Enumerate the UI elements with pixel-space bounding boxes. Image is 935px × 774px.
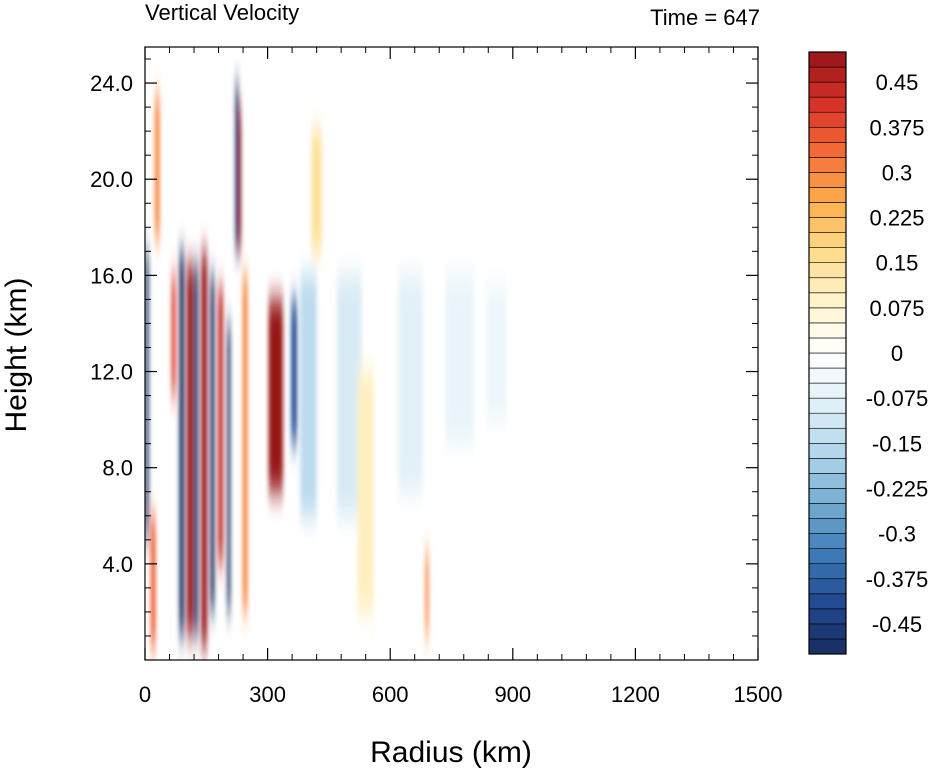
y-axis-title: Height (km) xyxy=(0,277,33,432)
colorbar-label: -0.225 xyxy=(866,476,928,501)
colorbar-label: -0.375 xyxy=(866,567,928,592)
velocity-column xyxy=(337,275,362,516)
velocity-column xyxy=(242,275,248,612)
colorbar-label: 0.225 xyxy=(869,206,924,231)
colorbar-bin xyxy=(808,578,847,595)
colorbar-bin xyxy=(808,548,847,565)
velocity-column xyxy=(238,107,242,252)
velocity-column xyxy=(210,275,215,612)
y-tick-label: 16.0 xyxy=(90,263,133,288)
colorbar-bin xyxy=(808,157,847,173)
colorbar-bin xyxy=(808,277,847,294)
colorbar-label: -0.075 xyxy=(866,386,928,411)
colorbar-bin xyxy=(808,623,847,640)
colorbar-bin xyxy=(808,638,847,655)
velocity-column xyxy=(150,515,156,648)
velocity-column xyxy=(445,275,474,444)
x-tick-label: 0 xyxy=(139,682,151,707)
colorbar-label: 0.375 xyxy=(869,115,924,140)
velocity-column xyxy=(201,251,208,648)
colorbar-bin xyxy=(808,382,847,399)
x-tick-label: 1200 xyxy=(611,682,660,707)
colorbar-bin xyxy=(808,367,847,384)
velocity-column xyxy=(179,251,185,636)
colorbar-label: -0.45 xyxy=(872,612,922,637)
colorbar-bin xyxy=(808,66,847,83)
y-tick-label: 12.0 xyxy=(90,360,133,385)
velocity-column xyxy=(171,275,176,396)
colorbar-bin xyxy=(808,352,847,369)
colorbar-bin xyxy=(808,458,847,474)
colorbar-frame xyxy=(808,51,847,655)
colorbar-bin xyxy=(808,593,847,610)
plot-frame xyxy=(144,46,759,661)
colorbar-label: 0 xyxy=(891,341,903,366)
y-tick-label: 4.0 xyxy=(102,552,133,577)
colorbar-label: 0.15 xyxy=(876,251,919,276)
colorbar-bin xyxy=(808,322,847,339)
colorbar-bin xyxy=(808,111,847,128)
velocity-column xyxy=(218,287,224,564)
colorbar-bin xyxy=(808,518,847,534)
colorbar-bin xyxy=(808,307,847,324)
colorbar-bin xyxy=(808,533,847,549)
velocity-column xyxy=(186,263,194,636)
colorbar-bin xyxy=(808,187,847,203)
colorbar-label: -0.3 xyxy=(878,522,916,547)
colorbar-bin xyxy=(808,142,847,158)
colorbar: 0.45 0.375 0.3 0.225 0.15 0.075 0 -0.075 -0.15 -0… xyxy=(808,51,928,655)
chart-title: Vertical Velocity xyxy=(145,0,299,25)
colorbar-label: 0.3 xyxy=(882,160,913,185)
colorbar-bin xyxy=(808,202,847,218)
y-tick-label: 24.0 xyxy=(90,71,133,96)
colorbar-bin xyxy=(808,247,847,263)
x-tick-label: 900 xyxy=(494,682,531,707)
velocity-column xyxy=(154,95,160,240)
colorbar-label: 0.45 xyxy=(876,70,919,95)
colorbar-bin xyxy=(808,427,847,444)
colorbar-bin xyxy=(808,503,847,519)
velocity-column xyxy=(300,275,317,516)
colorbar-bin xyxy=(808,473,847,489)
colorbar-bin xyxy=(808,563,847,580)
velocity-column xyxy=(194,263,199,636)
heatmap-field xyxy=(145,83,507,648)
x-axis: 0 300 600 900 1200 1500 xyxy=(139,47,783,707)
colorbar-bin xyxy=(808,81,847,98)
colorbar-bin xyxy=(808,232,847,248)
colorbar-bin xyxy=(808,51,847,68)
velocity-column xyxy=(227,323,231,612)
x-tick-label: 600 xyxy=(372,682,409,707)
velocity-column xyxy=(291,299,298,444)
x-tick-label: 300 xyxy=(249,682,286,707)
x-axis-title: Radius (km) xyxy=(370,736,532,769)
velocity-column xyxy=(425,551,429,636)
time-label: Time = 647 xyxy=(650,5,760,30)
velocity-column xyxy=(311,131,322,252)
x-tick-label: 1500 xyxy=(734,682,783,707)
colorbar-label: 0.075 xyxy=(869,296,924,321)
velocity-column xyxy=(268,299,283,492)
velocity-column xyxy=(398,275,423,492)
colorbar-bin xyxy=(808,337,847,354)
colorbar-bin xyxy=(808,292,847,309)
velocity-column xyxy=(357,371,374,612)
colorbar-bin xyxy=(808,397,847,414)
y-tick-label: 8.0 xyxy=(102,456,133,481)
colorbar-bin xyxy=(808,172,847,188)
velocity-column xyxy=(235,83,239,252)
colorbar-bin xyxy=(808,442,847,459)
colorbar-bin xyxy=(808,217,847,233)
colorbar-bin xyxy=(808,126,847,143)
colorbar-bin xyxy=(808,608,847,625)
colorbar-label: -0.15 xyxy=(872,431,922,456)
colorbar-bin xyxy=(808,96,847,113)
y-tick-label: 20.0 xyxy=(90,167,133,192)
y-axis: 4.0 8.0 12.0 16.0 20.0 24.0 xyxy=(90,58,758,637)
colorbar-bin xyxy=(808,488,847,504)
colorbar-bin xyxy=(808,412,847,429)
colorbar-bin xyxy=(808,262,847,279)
velocity-column xyxy=(486,287,507,420)
